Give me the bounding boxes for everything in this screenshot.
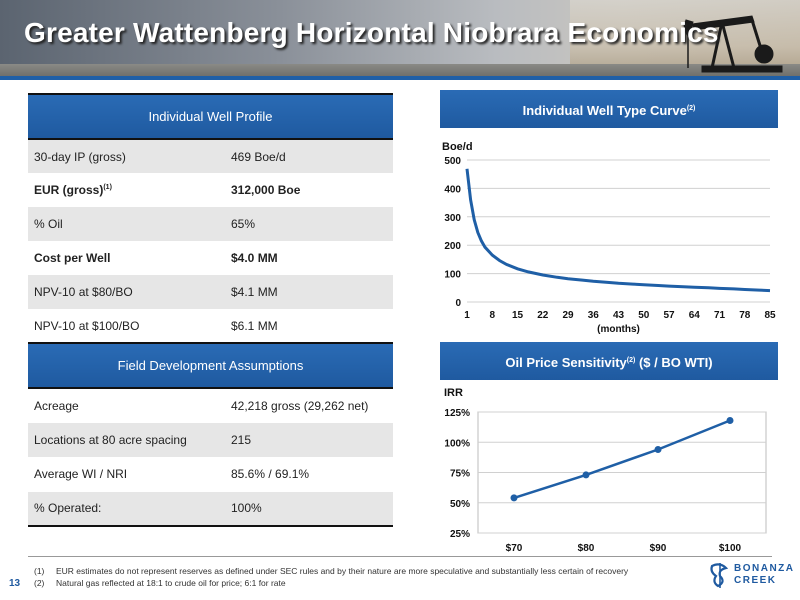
- pumpjack-icon: [683, 15, 783, 73]
- footnote-ref: (1): [103, 184, 112, 191]
- y-tick-label: 0: [455, 298, 461, 309]
- x-tick-label: 29: [562, 310, 574, 321]
- table-row: 30-day IP (gross) 469 Boe/d: [28, 139, 393, 173]
- page-title: Greater Wattenberg Horizontal Niobrara E…: [24, 17, 719, 48]
- row-label: Acreage: [34, 398, 79, 413]
- x-tick-label: 78: [739, 310, 751, 321]
- x-tick-label: 64: [689, 310, 701, 321]
- row-label: % Operated:: [28, 491, 225, 527]
- y-tick-label: 400: [444, 184, 461, 195]
- x-tick-label: 8: [489, 310, 495, 321]
- table-row: % Operated: 100%: [28, 491, 393, 527]
- row-value: $6.1 MM: [231, 319, 278, 333]
- row-label: Locations at 80 acre spacing: [28, 422, 225, 457]
- table-row: EUR (gross)(1) 312,000 Boe: [28, 173, 393, 207]
- y-tick-label: 75%: [450, 469, 470, 480]
- y-tick-label: 200: [444, 241, 461, 252]
- x-tick-label: $70: [506, 543, 523, 554]
- price-sensitivity-heading: Oil Price Sensitivity(2) ($ / BO WTI): [440, 342, 778, 380]
- x-tick-label: 85: [764, 310, 776, 321]
- y-tick-label: 100: [444, 270, 461, 281]
- row-value: 469 Boe/d: [225, 139, 393, 173]
- table-row: Average WI / NRI 85.6% / 69.1%: [28, 457, 393, 492]
- irr-point: [582, 471, 590, 479]
- y-tick-label: 25%: [450, 529, 470, 540]
- x-tick-label: $100: [719, 543, 742, 554]
- y-tick-label: 125%: [444, 408, 470, 419]
- y-tick-label: 100%: [444, 438, 470, 449]
- logo-line-2: CREEK: [734, 575, 777, 586]
- bonanza-creek-logo-icon: [710, 563, 729, 588]
- logo-line-1: BONANZA: [734, 563, 795, 574]
- page-number: 13: [9, 578, 21, 589]
- type-curve-line: [465, 168, 771, 293]
- irr-point: [726, 416, 734, 424]
- field-dev-heading: Field Development Assumptions: [28, 342, 393, 389]
- x-tick-label: 1: [464, 310, 470, 321]
- x-tick-label: 22: [537, 310, 549, 321]
- row-label: EUR (gross)(1): [34, 183, 112, 197]
- table-row: % Oil 65%: [28, 207, 393, 241]
- row-label: Cost per Well: [34, 251, 111, 265]
- y-tick-label: 50%: [450, 499, 470, 510]
- row-value: 65%: [225, 207, 393, 241]
- well-profile-heading: Individual Well Profile: [28, 93, 393, 140]
- table-row: NPV-10 at $100/BO $6.1 MM: [28, 309, 393, 343]
- row-value: 215: [225, 422, 393, 457]
- row-value: $4.1 MM: [225, 275, 393, 309]
- y-tick-label: 500: [444, 156, 461, 167]
- x-tick-label: 71: [714, 310, 726, 321]
- header-rule: [0, 76, 800, 80]
- row-value: 312,000 Boe: [231, 183, 301, 197]
- type-curve-heading: Individual Well Type Curve(2): [440, 90, 778, 128]
- irr-line: [513, 419, 731, 500]
- x-tick-label: 50: [638, 310, 650, 321]
- x-tick-label: 36: [588, 310, 600, 321]
- irr-point: [654, 446, 662, 454]
- y-axis-label: IRR: [444, 387, 463, 399]
- x-tick-label: $90: [650, 543, 667, 554]
- y-axis-label: Boe/d: [442, 141, 473, 153]
- row-value: 100%: [225, 491, 393, 527]
- x-axis-label: (months): [597, 324, 640, 335]
- table-row: NPV-10 at $80/BO $4.1 MM: [28, 275, 393, 309]
- field-dev-table: Field Development Assumptions Acreage 42…: [28, 342, 393, 527]
- x-tick-label: 15: [512, 310, 524, 321]
- x-tick-label: $80: [578, 543, 595, 554]
- footnote-2: (2) Natural gas reflected at 18:1 to crud…: [34, 578, 286, 588]
- row-label: NPV-10 at $100/BO: [34, 319, 140, 333]
- row-value: $4.0 MM: [231, 251, 278, 265]
- row-value: 85.6% / 69.1%: [231, 467, 310, 482]
- row-value: 42,218 gross (29,262 net): [231, 398, 369, 413]
- table-row: Acreage 42,218 gross (29,262 net): [28, 388, 393, 423]
- x-tick-label: 43: [613, 310, 625, 321]
- row-label: Average WI / NRI: [34, 467, 128, 482]
- y-tick-label: 300: [444, 213, 461, 224]
- header-banner: Greater Wattenberg Horizontal Niobrara E…: [0, 0, 800, 78]
- x-tick-label: 57: [663, 310, 675, 321]
- table-row: Locations at 80 acre spacing 215: [28, 422, 393, 457]
- header-ground: [0, 64, 800, 78]
- irr-point: [510, 494, 518, 502]
- table-row: Cost per Well $4.0 MM: [28, 241, 393, 275]
- row-label: % Oil: [28, 207, 225, 241]
- footnote-1: (1) EUR estimates do not represent reserv…: [34, 566, 629, 576]
- well-profile-table: Individual Well Profile 30-day IP (gross…: [28, 93, 393, 343]
- row-label: NPV-10 at $80/BO: [28, 275, 225, 309]
- footer-rule: [28, 556, 772, 557]
- row-label: 30-day IP (gross): [28, 139, 225, 173]
